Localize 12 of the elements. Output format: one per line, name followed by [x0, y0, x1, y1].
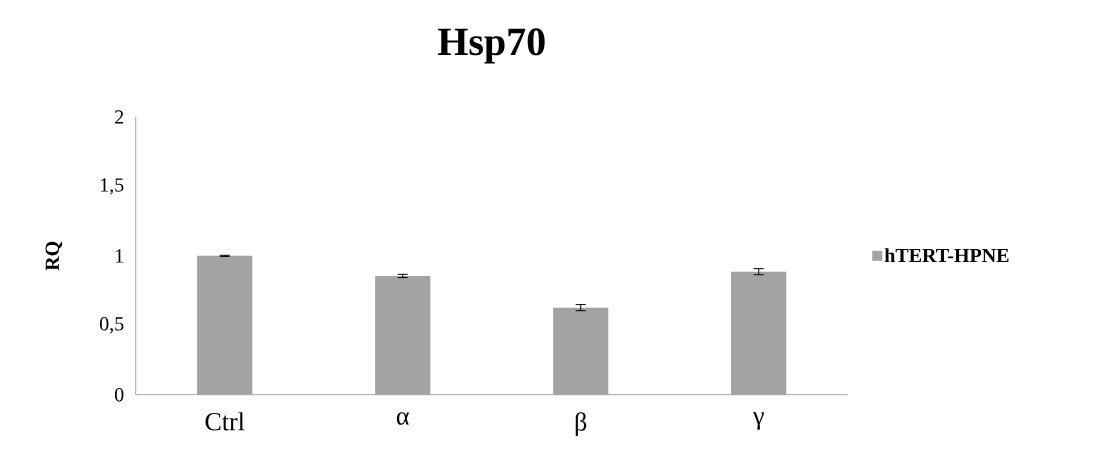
x-tick-label: Ctrl — [205, 412, 245, 431]
legend-label: hTERT-HPNE — [884, 248, 1009, 263]
x-tick-label: β — [575, 412, 587, 437]
y-tick-label: 1,5 — [100, 178, 124, 195]
chart-title: Hsp70 — [437, 28, 545, 64]
y-tick-label: 0,5 — [99, 317, 124, 334]
x-tick-label: γ — [752, 412, 764, 430]
y-axis-title: RQ — [45, 241, 63, 271]
x-tick-label: α — [396, 412, 409, 425]
y-tick-label: 1 — [115, 249, 123, 263]
y-tick-label: 2 — [115, 110, 124, 124]
y-tick-label: 0 — [114, 387, 124, 402]
